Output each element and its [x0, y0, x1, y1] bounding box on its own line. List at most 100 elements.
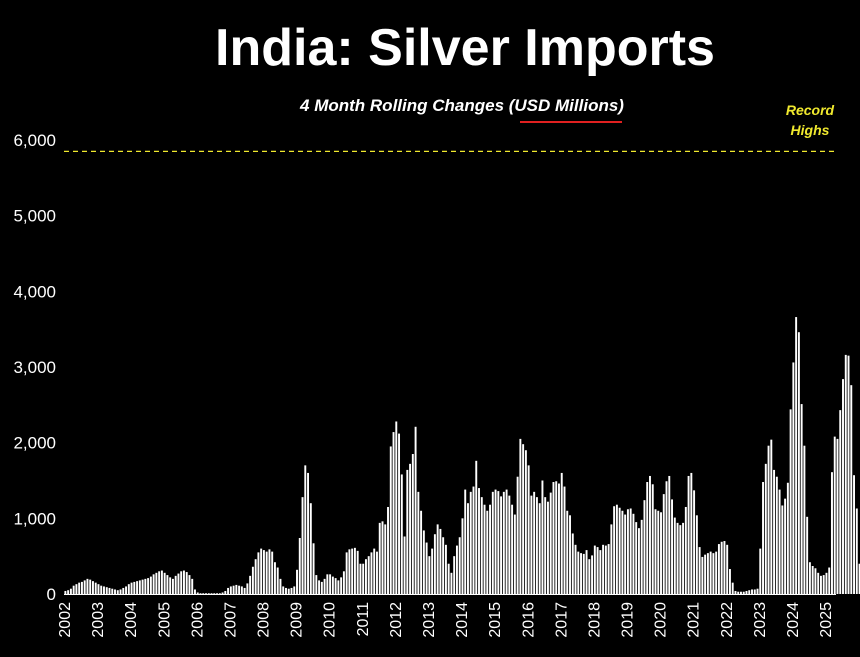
- bar: [803, 445, 806, 594]
- bar: [216, 593, 219, 594]
- bar: [844, 354, 847, 594]
- bar: [494, 489, 497, 594]
- bar: [671, 499, 674, 594]
- bar: [243, 587, 246, 594]
- bar: [555, 481, 558, 594]
- bar: [364, 559, 367, 594]
- bar: [331, 576, 334, 594]
- bar: [596, 547, 599, 594]
- bar: [541, 480, 544, 594]
- bar: [684, 506, 687, 594]
- bar: [340, 577, 343, 594]
- bar: [433, 534, 436, 594]
- bar: [122, 587, 125, 594]
- x-tick-label: 2022: [719, 602, 736, 638]
- bar: [668, 475, 671, 594]
- y-tick-label: 3,000: [13, 358, 56, 377]
- bar: [770, 439, 773, 594]
- x-tick-label: 2009: [289, 602, 306, 638]
- bar: [657, 510, 660, 594]
- bar: [778, 489, 781, 594]
- bar: [784, 498, 787, 594]
- bar: [682, 522, 685, 594]
- bar: [155, 572, 158, 594]
- bar: [370, 552, 373, 594]
- bar: [221, 592, 224, 594]
- bar: [420, 510, 423, 594]
- bar: [624, 514, 627, 594]
- bar: [218, 593, 221, 594]
- bar: [406, 469, 409, 594]
- bar: [202, 593, 205, 594]
- bar: [337, 580, 340, 594]
- bar: [428, 556, 431, 594]
- bar: [731, 582, 734, 594]
- bar: [742, 591, 745, 594]
- bar: [114, 589, 116, 594]
- y-tick-label: 0: [47, 585, 56, 604]
- bar: [191, 578, 194, 594]
- bar: [417, 491, 420, 594]
- chart-subtitle: 4 Month Rolling Changes (USD Millions): [300, 96, 624, 115]
- bar: [582, 553, 585, 594]
- bar: [836, 438, 839, 594]
- bar: [577, 551, 580, 594]
- y-tick-label: 2,000: [13, 434, 56, 453]
- bar: [398, 433, 401, 594]
- bar: [847, 355, 850, 594]
- bar: [566, 510, 569, 594]
- bar: [833, 436, 836, 594]
- bar: [756, 588, 759, 594]
- y-tick-label: 6,000: [13, 131, 56, 150]
- bar: [67, 590, 70, 594]
- bar: [232, 585, 235, 594]
- bar: [585, 550, 588, 594]
- x-tick-label: 2015: [487, 602, 504, 638]
- bar: [348, 549, 351, 594]
- bar: [728, 569, 731, 594]
- x-tick-label: 2019: [620, 602, 637, 638]
- bar: [522, 444, 525, 594]
- bar: [662, 494, 665, 594]
- bar: [538, 503, 541, 594]
- bar: [516, 476, 519, 594]
- bar: [422, 530, 425, 594]
- bar: [166, 575, 169, 594]
- bar: [643, 500, 646, 594]
- bar: [676, 522, 679, 594]
- bar: [149, 576, 152, 594]
- x-tick-label: 2005: [156, 602, 173, 638]
- bar: [320, 581, 323, 594]
- bar: [726, 544, 729, 594]
- bar: [817, 572, 820, 594]
- annotation-line-1: Record: [785, 102, 835, 118]
- bar: [235, 584, 238, 594]
- bar: [276, 567, 279, 594]
- bar: [698, 547, 701, 594]
- bar: [69, 588, 72, 594]
- bar: [293, 586, 296, 594]
- annotation-line-2: Highs: [790, 122, 830, 138]
- bar: [717, 544, 720, 594]
- bar: [599, 550, 602, 594]
- bar: [580, 553, 583, 594]
- bar: [334, 578, 337, 594]
- bar: [764, 463, 767, 594]
- bars: [64, 317, 860, 594]
- bar: [831, 472, 833, 594]
- bar: [185, 572, 188, 594]
- bar: [97, 584, 100, 594]
- bar: [108, 587, 111, 594]
- record-highs-annotation: Record Highs: [772, 100, 848, 140]
- bar: [751, 589, 753, 594]
- bar: [144, 578, 147, 594]
- bar: [254, 559, 257, 594]
- bar: [384, 524, 387, 594]
- x-tick-label: 2014: [454, 602, 471, 638]
- bar: [152, 574, 155, 594]
- x-tick-label: 2017: [553, 602, 570, 638]
- bar: [486, 510, 489, 594]
- bar: [439, 528, 442, 594]
- bar: [808, 562, 811, 594]
